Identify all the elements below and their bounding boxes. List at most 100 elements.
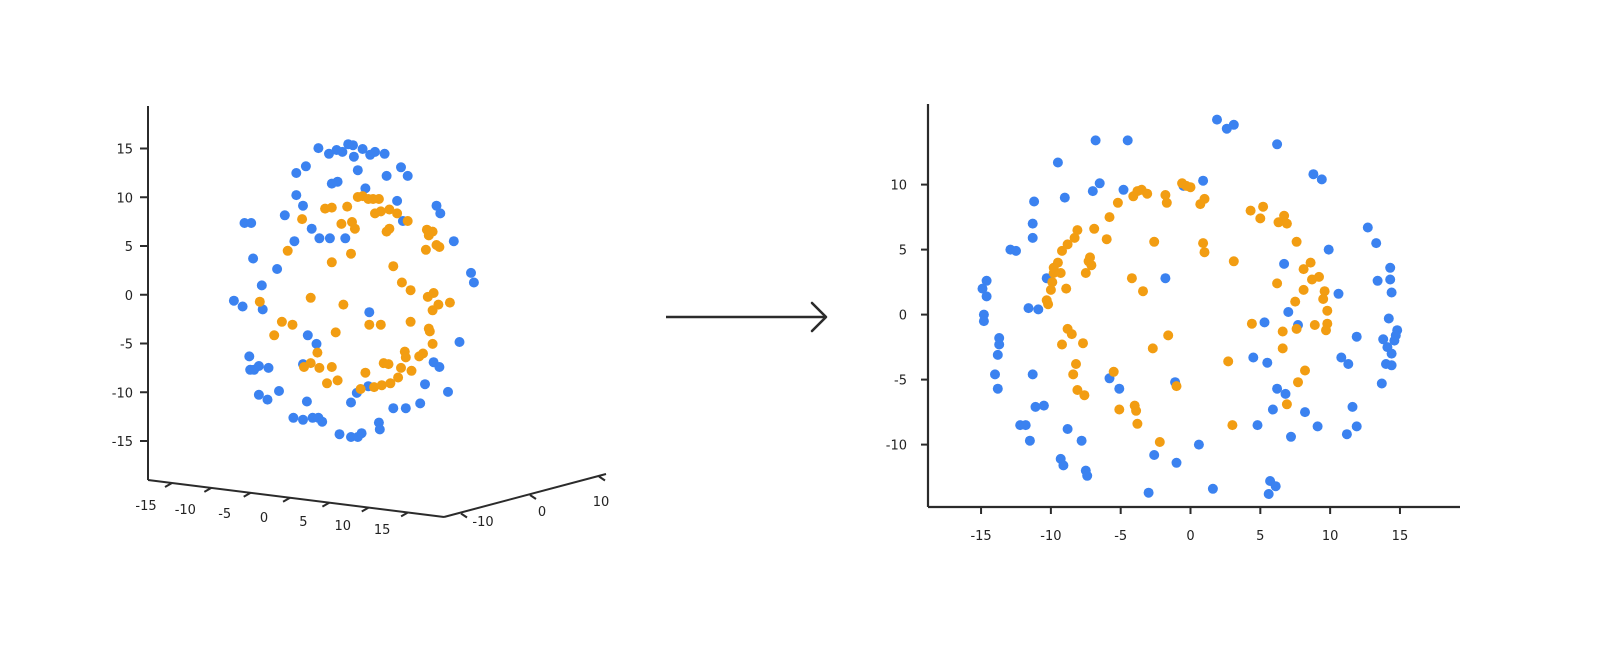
- outer-point: [1312, 421, 1323, 432]
- z-tick-label: 5: [125, 240, 133, 255]
- outer-point: [1316, 174, 1327, 185]
- inner-point: [332, 375, 343, 386]
- outer-point: [1341, 429, 1352, 440]
- outer-point: [1207, 483, 1218, 494]
- outer-point: [1259, 317, 1270, 328]
- outer-point: [1094, 178, 1105, 189]
- outer-point: [1118, 184, 1129, 195]
- inner-point: [1318, 294, 1329, 304]
- inner-point: [1185, 182, 1196, 193]
- outer-point: [1038, 400, 1049, 411]
- inner-point: [393, 372, 404, 383]
- y-axis: [443, 473, 607, 518]
- outer-point: [992, 349, 1003, 360]
- inner-point: [1104, 212, 1115, 223]
- outer-point: [992, 383, 1003, 394]
- outer-point: [253, 389, 264, 400]
- inner-point: [1086, 260, 1097, 271]
- outer-point: [1270, 481, 1281, 492]
- outer-point: [1059, 192, 1070, 203]
- outer-point: [237, 301, 248, 312]
- outer-point: [1280, 388, 1291, 399]
- outer-point: [274, 386, 284, 396]
- points-3d: [228, 139, 479, 442]
- inner-point: [326, 362, 337, 372]
- outer-point: [1020, 420, 1031, 431]
- outer-point: [1027, 218, 1038, 229]
- inner-point: [385, 378, 396, 389]
- outer-point: [1385, 262, 1396, 273]
- x-tick: [400, 511, 409, 518]
- z-tick-label: -10: [112, 386, 133, 401]
- inner-point: [330, 327, 341, 338]
- outer-point: [994, 339, 1005, 350]
- inner-point: [1047, 277, 1058, 288]
- inner-point: [1079, 390, 1090, 401]
- z-tick-label: 0: [125, 289, 133, 304]
- outer-point: [324, 148, 334, 159]
- inner-point: [1171, 381, 1182, 392]
- inner-point: [336, 218, 347, 229]
- inner-point: [1149, 236, 1160, 247]
- outer-point: [400, 403, 411, 414]
- outer-point: [300, 161, 311, 172]
- inner-point: [1055, 268, 1066, 278]
- inner-point: [1071, 359, 1081, 369]
- inner-point: [360, 367, 371, 378]
- outer-point: [370, 146, 380, 157]
- inner-point: [1052, 257, 1063, 268]
- points-2d: [977, 114, 1403, 499]
- inner-point: [1314, 271, 1324, 282]
- outer-point: [298, 200, 308, 211]
- outer-point: [257, 304, 268, 315]
- outer-point: [228, 295, 239, 306]
- inner-point: [1163, 330, 1174, 341]
- outer-point: [263, 362, 274, 373]
- inner-point: [1255, 213, 1266, 224]
- outer-point: [1248, 352, 1259, 363]
- outer-point: [314, 233, 325, 244]
- inner-point: [1277, 326, 1288, 337]
- inner-point: [1293, 377, 1303, 388]
- inner-point: [1298, 264, 1309, 275]
- inner-point: [364, 319, 375, 330]
- inner-point: [1281, 218, 1292, 229]
- inner-point: [1291, 236, 1302, 247]
- z-tick-label: -5: [120, 338, 133, 353]
- inner-point: [314, 362, 325, 373]
- axes-2d: -15 -10 -5 0 5 10 15 -10 -5 0 5 10: [886, 104, 1460, 544]
- y-tick: [460, 512, 468, 519]
- outer-point: [1262, 357, 1273, 368]
- inner-point: [1043, 299, 1054, 310]
- outer-point: [364, 307, 375, 318]
- inner-point: [1228, 256, 1239, 267]
- outer-point: [1030, 401, 1041, 412]
- inner-point: [1298, 284, 1309, 295]
- outer-point: [1087, 186, 1098, 197]
- outer-point: [324, 233, 335, 244]
- outer-point: [392, 195, 403, 206]
- inner-point: [420, 244, 431, 255]
- inner-point: [326, 257, 337, 268]
- inner-point: [1057, 339, 1067, 350]
- inner-point: [1132, 418, 1143, 429]
- outer-point: [1336, 352, 1347, 363]
- outer-point: [360, 183, 371, 194]
- outer-point: [244, 351, 255, 362]
- outer-point: [981, 275, 992, 286]
- inner-point: [1114, 404, 1125, 415]
- outer-point: [1389, 335, 1400, 346]
- inner-point: [406, 365, 417, 376]
- inner-point: [1080, 268, 1091, 278]
- outer-point: [396, 162, 406, 173]
- outer-point: [1376, 378, 1387, 389]
- inner-point: [388, 261, 399, 272]
- outer-point: [374, 424, 385, 435]
- inner-point: [1142, 188, 1153, 199]
- inner-point: [384, 204, 395, 215]
- inner-point: [400, 352, 411, 363]
- outer-point: [1351, 331, 1362, 342]
- outer-point: [298, 414, 308, 425]
- scatter-2d-plot: -15 -10 -5 0 5 10 15 -10 -5 0 5 10: [886, 104, 1460, 544]
- x-tick: [321, 501, 330, 508]
